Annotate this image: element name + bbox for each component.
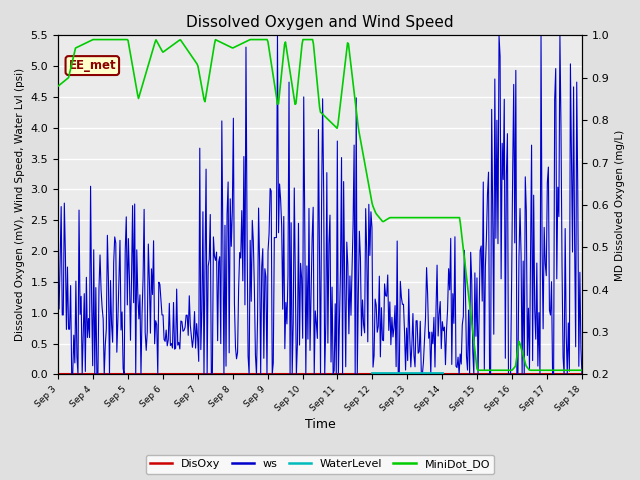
Title: Dissolved Oxygen and Wind Speed: Dissolved Oxygen and Wind Speed — [186, 15, 454, 30]
Legend: DisOxy, ws, WaterLevel, MiniDot_DO: DisOxy, ws, WaterLevel, MiniDot_DO — [145, 455, 495, 474]
Y-axis label: MD Dissolved Oxygen (mg/L): MD Dissolved Oxygen (mg/L) — [615, 129, 625, 280]
X-axis label: Time: Time — [305, 419, 335, 432]
Text: EE_met: EE_met — [68, 59, 116, 72]
Y-axis label: Dissolved Oxygen (mV), Wind Speed, Water Lvl (psi): Dissolved Oxygen (mV), Wind Speed, Water… — [15, 68, 25, 341]
